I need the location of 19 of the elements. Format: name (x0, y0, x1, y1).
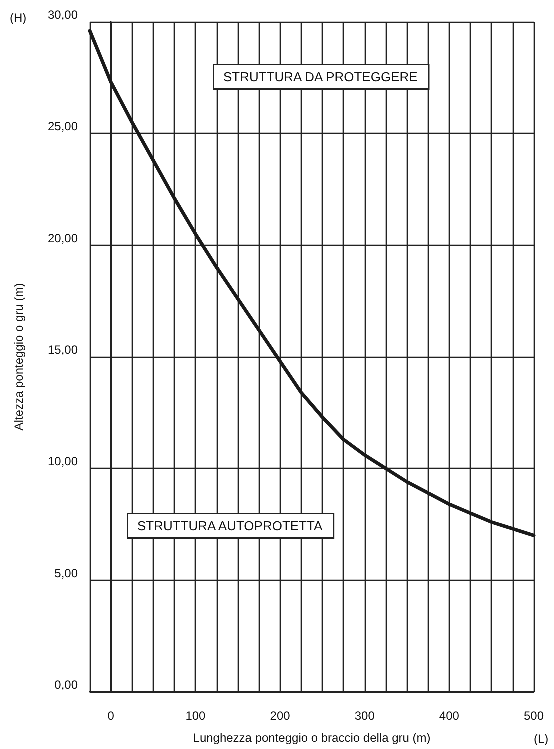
x-tick-label: 0 (108, 709, 115, 723)
y-tick-label: 20,00 (48, 231, 78, 246)
x-tick-label: 500 (524, 709, 544, 723)
x-tick-label: 200 (270, 709, 291, 723)
x-tick-label: 400 (439, 709, 460, 723)
annotation: STRUTTURA AUTOPROTETTA (138, 518, 323, 534)
y-tick-label: 0,00 (54, 678, 78, 692)
annotation: STRUTTURA DA PROTEGGERE (224, 70, 418, 84)
text: (L) (534, 732, 549, 746)
y-tick-label: 10,00 (48, 454, 78, 469)
x-tick-label: 100 (186, 709, 206, 723)
y-tick-label: 25,00 (48, 120, 78, 134)
text: (H) (10, 11, 27, 25)
y-tick-label: 5,00 (54, 566, 78, 580)
y-tick-label: 30,00 (48, 8, 78, 22)
x-tick-label: 300 (354, 709, 376, 723)
y-tick-label: 15,00 (48, 343, 78, 357)
x-axis-title: Lunghezza ponteggio o braccio della gru (m) (193, 731, 431, 745)
y-axis-title: Altezza ponteggio o gru (m) (12, 283, 26, 431)
